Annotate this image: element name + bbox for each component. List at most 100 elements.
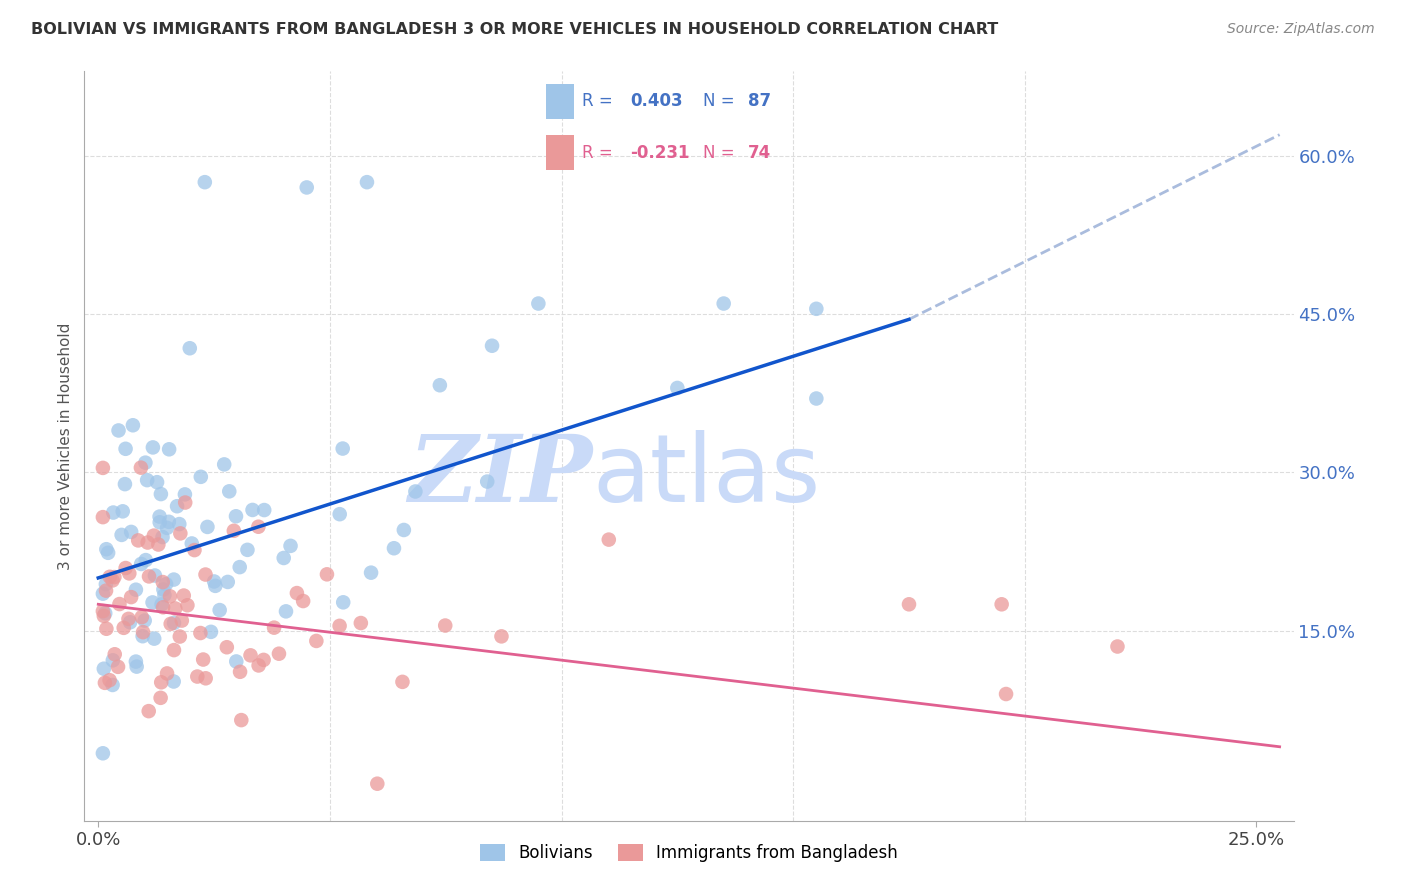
Point	[391, 674, 413, 689]
Point	[174, 487, 197, 501]
Point	[120, 590, 142, 604]
Point	[135, 553, 157, 567]
Point	[114, 561, 136, 575]
Point	[104, 647, 127, 661]
Point	[163, 674, 186, 689]
Point	[252, 653, 274, 667]
Point	[285, 586, 308, 600]
Point	[228, 560, 250, 574]
Point	[179, 341, 201, 355]
Point	[111, 504, 134, 518]
Point	[806, 392, 828, 406]
Point	[91, 604, 114, 618]
Point	[200, 624, 222, 639]
Point	[136, 535, 159, 549]
Point	[94, 583, 117, 598]
Text: 74: 74	[748, 144, 772, 161]
Point	[101, 653, 124, 667]
Point	[392, 523, 415, 537]
Text: atlas: atlas	[592, 430, 821, 522]
Point	[382, 541, 405, 556]
Point	[150, 598, 173, 612]
Point	[94, 607, 117, 621]
Point	[202, 574, 225, 589]
Text: N =: N =	[703, 144, 740, 161]
Point	[173, 589, 195, 603]
Point	[143, 568, 166, 582]
Point	[218, 484, 240, 499]
Point	[247, 520, 270, 534]
Point	[134, 614, 156, 628]
Point	[142, 528, 165, 542]
Point	[142, 595, 165, 609]
Y-axis label: 3 or more Vehicles in Household: 3 or more Vehicles in Household	[58, 322, 73, 570]
Point	[91, 587, 114, 601]
Point	[193, 652, 215, 666]
Point	[153, 588, 176, 602]
Point	[157, 442, 180, 457]
Point	[316, 567, 339, 582]
Point	[125, 659, 148, 673]
Point	[163, 643, 186, 657]
Point	[239, 648, 262, 663]
Point	[332, 442, 354, 456]
Point	[806, 301, 828, 316]
Point	[142, 441, 165, 455]
Point	[527, 296, 550, 310]
Point	[217, 574, 239, 589]
Point	[666, 381, 689, 395]
Point	[152, 575, 174, 590]
Point	[404, 484, 426, 499]
Point	[143, 632, 166, 646]
Point	[155, 577, 177, 591]
Point	[96, 622, 118, 636]
Point	[152, 530, 174, 544]
Point	[194, 567, 217, 582]
Point	[131, 610, 153, 624]
Point	[242, 503, 264, 517]
Point	[125, 655, 148, 669]
Point	[350, 615, 373, 630]
Text: N =: N =	[703, 93, 740, 111]
Point	[329, 507, 352, 521]
Legend: Bolivians, Immigrants from Bangladesh: Bolivians, Immigrants from Bangladesh	[474, 837, 904, 869]
Point	[990, 597, 1012, 611]
Point	[180, 536, 202, 550]
Point	[183, 543, 205, 558]
Point	[159, 616, 181, 631]
Point	[229, 665, 252, 679]
Point	[136, 473, 159, 487]
Point	[117, 612, 139, 626]
Text: 0.403: 0.403	[630, 93, 682, 111]
Point	[165, 601, 187, 615]
Point	[91, 746, 114, 760]
Point	[91, 510, 114, 524]
Point	[995, 687, 1018, 701]
Point	[169, 630, 191, 644]
Point	[477, 475, 499, 489]
Point	[111, 528, 134, 542]
Point	[131, 629, 153, 643]
Point	[215, 640, 238, 655]
Point	[197, 520, 219, 534]
Point	[225, 509, 247, 524]
Point	[598, 533, 620, 547]
Point	[174, 495, 197, 509]
Point	[148, 537, 170, 551]
Point	[274, 604, 297, 618]
Point	[120, 524, 142, 539]
Point	[159, 590, 181, 604]
Point	[280, 539, 302, 553]
Point	[429, 378, 451, 392]
Point	[94, 577, 117, 591]
Point	[247, 658, 270, 673]
Point	[156, 521, 179, 535]
Point	[118, 566, 141, 581]
Point	[101, 574, 124, 588]
Point	[93, 608, 115, 623]
Point	[150, 675, 173, 690]
Point	[163, 573, 186, 587]
Text: R =: R =	[582, 144, 619, 161]
Point	[134, 456, 156, 470]
Point	[149, 690, 172, 705]
